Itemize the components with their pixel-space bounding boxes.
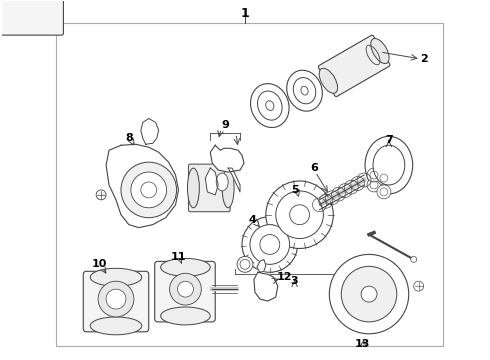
Ellipse shape [365,136,413,194]
Circle shape [106,289,126,309]
Circle shape [131,172,167,208]
Ellipse shape [161,258,210,276]
Text: 11: 11 [171,252,186,262]
Ellipse shape [250,84,289,127]
Text: 8: 8 [125,133,133,143]
Circle shape [377,185,391,199]
Circle shape [377,171,391,185]
Text: 13: 13 [354,339,370,349]
Text: 3: 3 [291,276,298,286]
Circle shape [266,181,333,248]
Bar [56,23,443,346]
Circle shape [341,266,397,322]
FancyBboxPatch shape [189,164,230,212]
Text: 4: 4 [248,215,256,225]
Text: 10: 10 [92,259,107,269]
Polygon shape [106,144,178,228]
Circle shape [276,191,323,239]
Circle shape [414,281,424,291]
FancyBboxPatch shape [0,0,63,35]
Ellipse shape [216,173,228,191]
Ellipse shape [90,317,142,335]
Polygon shape [210,145,244,172]
Ellipse shape [287,70,322,111]
Text: 7: 7 [385,135,393,145]
Polygon shape [141,118,159,144]
Polygon shape [205,168,218,195]
Circle shape [367,168,381,182]
Text: 12: 12 [277,272,293,282]
Ellipse shape [161,307,210,325]
Circle shape [411,256,416,262]
FancyBboxPatch shape [318,35,390,96]
Circle shape [250,225,290,264]
Circle shape [361,286,377,302]
Circle shape [329,255,409,334]
Text: 9: 9 [221,121,229,130]
Circle shape [170,273,201,305]
Ellipse shape [222,168,234,208]
Circle shape [367,178,381,192]
Circle shape [98,281,134,317]
Circle shape [121,162,176,218]
Ellipse shape [258,91,282,120]
Ellipse shape [373,145,405,185]
Circle shape [237,256,253,272]
Text: 6: 6 [311,163,319,173]
FancyBboxPatch shape [155,261,215,322]
Circle shape [242,217,297,272]
Ellipse shape [294,77,316,104]
Ellipse shape [188,168,199,208]
Ellipse shape [319,68,338,93]
Circle shape [96,190,106,200]
Polygon shape [257,260,266,272]
Polygon shape [254,272,278,301]
Circle shape [177,281,194,297]
Text: 1: 1 [241,7,249,20]
Text: 5: 5 [291,185,298,195]
FancyBboxPatch shape [83,271,149,332]
Ellipse shape [371,39,389,63]
Text: 2: 2 [420,54,427,64]
Polygon shape [228,168,240,192]
Ellipse shape [90,268,142,286]
